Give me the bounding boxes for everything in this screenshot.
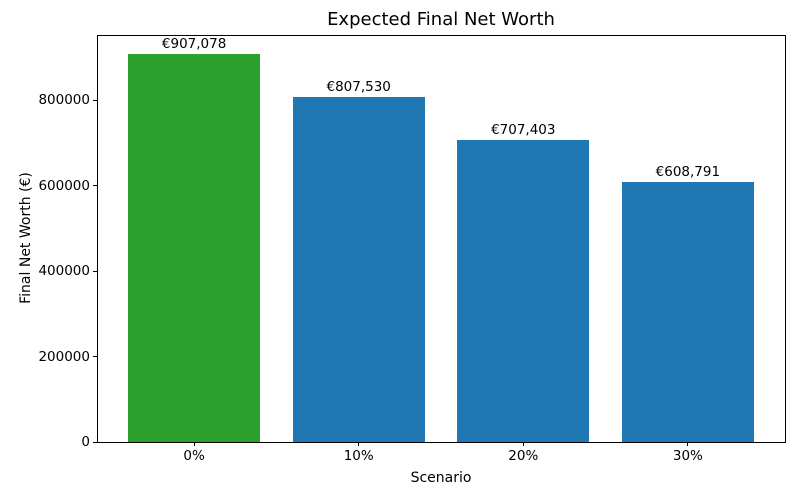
y-tick-mark [93, 270, 97, 272]
y-tick-label: 400000 [38, 263, 90, 280]
bar-value-label: €807,530 [326, 78, 391, 95]
y-tick-mark [93, 441, 97, 443]
y-tick-label: 200000 [38, 348, 90, 365]
x-tick-mark [687, 442, 689, 446]
bar-value-label: €907,078 [161, 36, 227, 53]
x-axis-label: Scenario [410, 470, 472, 486]
bar-value-label: €707,403 [491, 121, 556, 138]
y-tick-label: 800000 [38, 92, 90, 109]
y-tick-mark [93, 356, 97, 358]
bar-30pct [622, 181, 754, 442]
y-tick-label: 0 [81, 434, 90, 450]
y-tick-mark [93, 99, 97, 101]
x-tick-label: 0% [183, 448, 205, 464]
bar-0pct [128, 54, 260, 442]
x-tick-label: 30% [672, 448, 703, 464]
x-tick-mark [358, 442, 360, 446]
y-tick-label: 600000 [38, 177, 90, 194]
y-tick-mark [93, 185, 97, 187]
bar-10pct [292, 96, 425, 442]
x-tick-mark [193, 442, 195, 446]
bar-20pct [457, 139, 590, 442]
x-tick-label: 10% [343, 448, 374, 464]
chart-title: Expected Final Net Worth [327, 9, 555, 30]
x-tick-label: 20% [508, 448, 539, 464]
x-tick-mark [522, 442, 524, 446]
bar-value-label: €608,791 [655, 163, 721, 180]
